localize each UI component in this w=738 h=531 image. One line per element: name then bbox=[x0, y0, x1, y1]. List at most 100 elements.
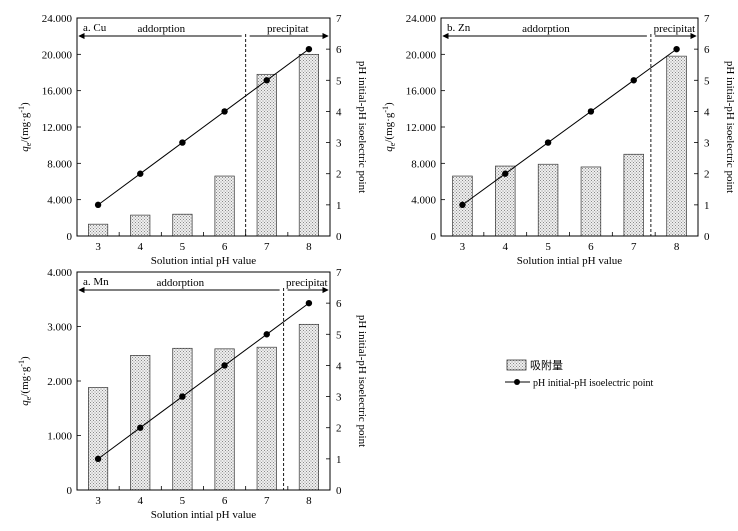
left-y-tick-label: 24.000 bbox=[42, 13, 73, 25]
left-y-tick-label: 2.000 bbox=[47, 376, 72, 388]
x-tick-label: 8 bbox=[306, 495, 312, 507]
series-line bbox=[97, 302, 310, 460]
left-y-tick-label: 0 bbox=[67, 231, 73, 243]
panel-label: b. Zn bbox=[447, 22, 471, 34]
x-axis-label: Solution intial pH value bbox=[151, 255, 257, 267]
left-y-axis-close: ) bbox=[383, 102, 395, 106]
bar bbox=[298, 323, 319, 491]
bar bbox=[88, 387, 109, 491]
x-tick-label: 3 bbox=[95, 241, 101, 253]
left-y-axis-unit: /(mg·g bbox=[19, 366, 31, 396]
left-y-tick-label: 8.000 bbox=[47, 158, 72, 170]
line-point bbox=[137, 170, 144, 177]
x-tick-label: 7 bbox=[264, 241, 270, 253]
left-y-axis-close: ) bbox=[19, 356, 31, 360]
line-point bbox=[94, 455, 102, 463]
bar bbox=[172, 213, 193, 237]
chart-panel-zn: 0 4.000 8.000 12.000 16.000 20.000 24.000 0 1 2 3 4… bbox=[381, 13, 736, 267]
left-y-axis-label: qe/(mg·g-1) bbox=[17, 102, 33, 152]
x-tick-label: 6 bbox=[222, 241, 228, 253]
line-point bbox=[179, 139, 186, 146]
left-y-axis-superscript: -1 bbox=[17, 360, 26, 367]
legend-bar-label: 吸附量 bbox=[530, 358, 563, 372]
precipitation-region-label: precipitat bbox=[267, 23, 309, 35]
bar bbox=[580, 166, 602, 237]
right-y-tick-label: 1 bbox=[704, 200, 710, 212]
right-y-tick-label: 6 bbox=[704, 44, 710, 56]
left-y-tick-label: 0 bbox=[67, 485, 73, 497]
left-y-axis-superscript: -1 bbox=[17, 106, 26, 113]
line-point bbox=[502, 170, 509, 177]
right-y-tick-label: 3 bbox=[336, 392, 342, 404]
left-y-tick-label: 20.000 bbox=[42, 49, 73, 61]
x-tick-label: 3 bbox=[95, 495, 101, 507]
x-tick-label: 4 bbox=[138, 241, 144, 253]
right-y-axis-label: pH initial-pH isoelectric point bbox=[724, 61, 736, 193]
chart-panel-cu: 0 4.000 8.000 12.000 16.000 20.000 24.000 0 1 2 3 4… bbox=[17, 13, 368, 267]
bar bbox=[88, 223, 109, 237]
left-y-tick-label: 4.000 bbox=[411, 195, 436, 207]
left-y-tick-label: 4.000 bbox=[47, 195, 72, 207]
line-point bbox=[587, 108, 595, 115]
legend-line-marker bbox=[514, 379, 520, 385]
x-tick-label: 5 bbox=[180, 495, 186, 507]
bar bbox=[298, 53, 319, 237]
line-point bbox=[305, 299, 313, 307]
series-line bbox=[97, 48, 310, 206]
left-y-axis-label: qe/(mg·g-1) bbox=[381, 102, 397, 152]
left-y-tick-label: 20.000 bbox=[406, 49, 437, 61]
left-y-axis-symbol: q bbox=[19, 146, 31, 152]
x-tick-label: 7 bbox=[631, 241, 637, 253]
line-point bbox=[305, 45, 313, 53]
right-y-axis-label: pH initial-pH isoelectric point bbox=[356, 61, 368, 193]
right-y-tick-label: 1 bbox=[336, 454, 342, 466]
panel-label: a. Mn bbox=[83, 276, 109, 288]
right-y-tick-label: 2 bbox=[336, 169, 342, 181]
line-point bbox=[263, 331, 270, 338]
left-y-axis-subscript: e bbox=[24, 142, 33, 146]
legend: 吸附量 pH initial-pH isoelectric point bbox=[505, 358, 653, 389]
bar bbox=[214, 175, 235, 237]
left-y-tick-label: 1.000 bbox=[47, 431, 72, 443]
bar bbox=[537, 163, 559, 237]
right-y-tick-label: 5 bbox=[336, 329, 342, 341]
left-y-axis-subscript: e bbox=[24, 396, 33, 400]
x-tick-label: 8 bbox=[674, 241, 680, 253]
adsorption-region-label: addorption bbox=[156, 277, 204, 289]
x-tick-label: 5 bbox=[180, 241, 186, 253]
x-tick-label: 6 bbox=[222, 495, 228, 507]
right-y-tick-label: 6 bbox=[336, 44, 342, 56]
bar bbox=[172, 347, 193, 491]
x-tick-label: 8 bbox=[306, 241, 312, 253]
line-point bbox=[137, 424, 144, 431]
right-y-tick-label: 5 bbox=[704, 75, 710, 87]
line-point bbox=[263, 77, 270, 84]
left-y-tick-label: 16.000 bbox=[42, 86, 73, 98]
bar bbox=[256, 346, 277, 491]
x-tick-label: 4 bbox=[503, 241, 509, 253]
series-line bbox=[462, 48, 677, 206]
right-y-tick-label: 0 bbox=[336, 231, 342, 243]
right-y-tick-label: 3 bbox=[704, 138, 710, 150]
left-y-axis-unit: /(mg·g bbox=[19, 112, 31, 142]
bar bbox=[130, 214, 151, 237]
right-y-tick-label: 0 bbox=[336, 485, 342, 497]
line-point bbox=[673, 45, 680, 53]
left-y-tick-label: 12.000 bbox=[406, 122, 437, 134]
right-y-tick-label: 7 bbox=[336, 13, 342, 25]
chart-panel-mn: 0 1.000 2.000 3.000 4.000 0 1 2 3 4 5 6 7 3 4 5 6 7 8 Solut… bbox=[17, 267, 368, 521]
left-y-tick-label: 24.000 bbox=[406, 13, 437, 25]
right-y-tick-label: 4 bbox=[704, 106, 710, 118]
right-y-tick-label: 2 bbox=[704, 169, 710, 181]
right-y-tick-label: 3 bbox=[336, 138, 342, 150]
left-y-tick-label: 16.000 bbox=[406, 86, 437, 98]
precipitation-region-label: precipitat bbox=[286, 277, 328, 289]
x-axis-label: Solution intial pH value bbox=[151, 509, 257, 521]
right-y-tick-label: 1 bbox=[336, 200, 342, 212]
line-point bbox=[221, 362, 228, 369]
bar bbox=[623, 153, 644, 237]
left-y-axis-symbol: q bbox=[19, 400, 31, 406]
right-y-axis-label: pH initial-pH isoelectric point bbox=[356, 315, 368, 447]
left-y-axis-symbol: q bbox=[383, 146, 395, 152]
